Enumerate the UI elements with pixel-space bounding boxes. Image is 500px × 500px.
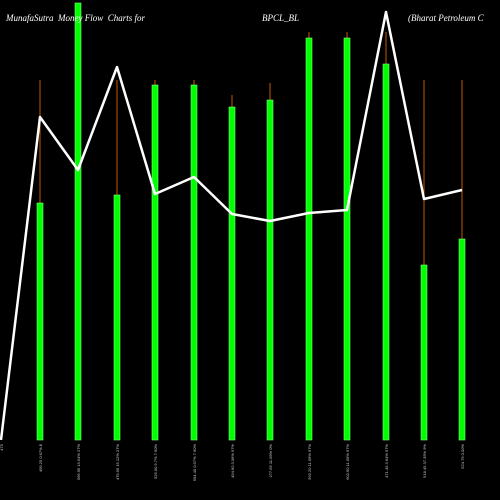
flow-bar bbox=[228, 106, 236, 441]
flow-bar bbox=[36, 202, 44, 441]
flow-bar bbox=[305, 37, 313, 441]
company-title: (Bharat Petroleum C bbox=[408, 13, 484, 23]
x-tick-label: 471.45 3.64% 97% bbox=[384, 444, 389, 478]
flow-bar bbox=[113, 194, 121, 441]
site-title: MunafaSutra Money Flow Charts for bbox=[6, 13, 145, 23]
x-tick-label: 524.79 0.00% bbox=[460, 444, 465, 469]
flow-bar bbox=[420, 264, 428, 441]
x-tick-label: 602.90 11.09% 97% bbox=[345, 444, 350, 480]
flow-bar bbox=[458, 238, 466, 441]
money-flow-line bbox=[0, 10, 463, 441]
x-tick-label: 592.20 11.09% 97% bbox=[307, 444, 312, 480]
x-tick-label: 499.25 0.67% $ bbox=[38, 443, 43, 472]
x-tick-label: 518.45 37.35% 9% bbox=[422, 444, 427, 478]
flow-bar bbox=[151, 84, 159, 441]
symbol-title: BPCL_BL bbox=[262, 13, 300, 23]
x-tick-label: 277.65 11.09% 0% bbox=[268, 444, 273, 478]
x-tick-label: 494.60 3.06% 97% bbox=[230, 444, 235, 478]
x-tick-label: 566.95 13.54% 27% bbox=[76, 444, 81, 480]
flow-bar bbox=[266, 99, 274, 441]
x-tick-label: 479.95 15.12% 27% bbox=[115, 444, 120, 480]
flow-bar bbox=[190, 84, 198, 441]
flow-bar bbox=[382, 63, 390, 441]
x-tick-label: 475 bbox=[0, 443, 4, 450]
flow-bar bbox=[74, 2, 82, 441]
x-tick-label: 526.90 9.7% 7.90% bbox=[153, 444, 158, 479]
x-tick-label: 594.40 0.67% 7.90% bbox=[192, 444, 197, 482]
flow-bar bbox=[343, 37, 351, 441]
